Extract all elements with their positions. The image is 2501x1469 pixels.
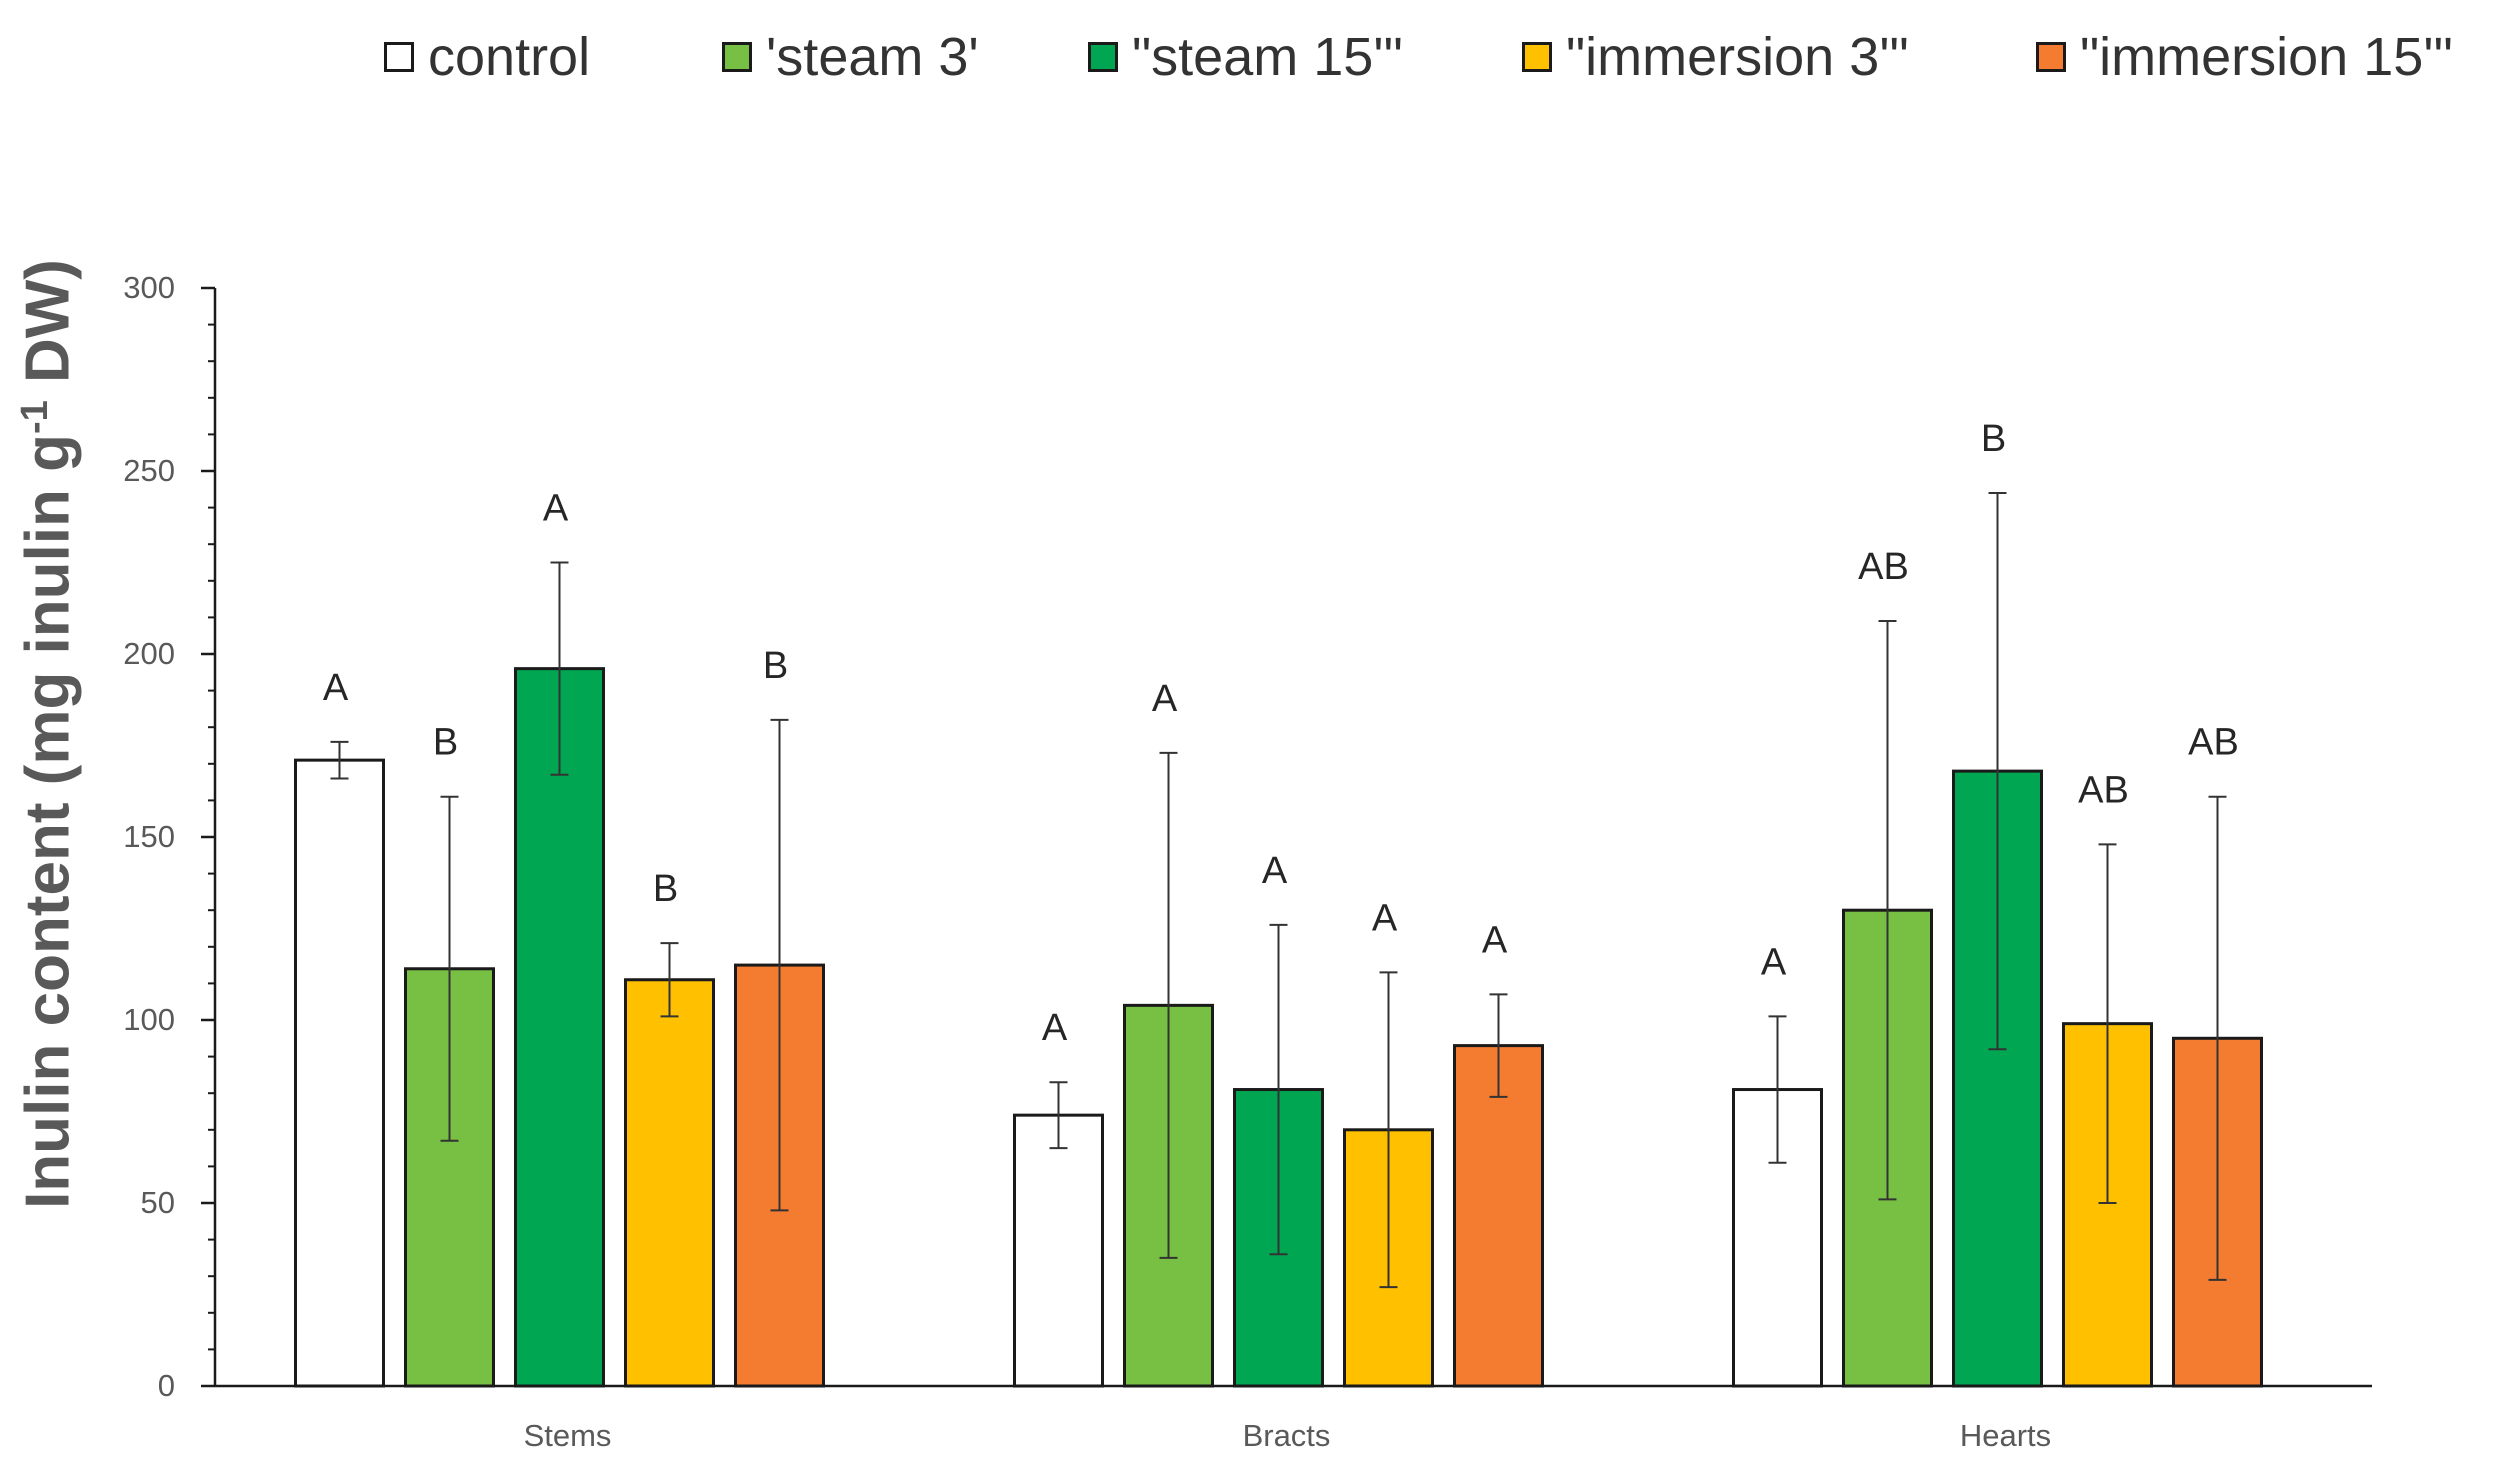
y-tick-label: 150 bbox=[123, 819, 175, 854]
legend-swatch-control bbox=[384, 42, 414, 72]
legend-swatch-steam-15 bbox=[1088, 42, 1118, 72]
legend-label-immersion-15: "immersion 15'" bbox=[2080, 27, 2453, 87]
y-tick-label: 0 bbox=[158, 1368, 175, 1403]
bar bbox=[624, 978, 715, 1388]
x-tick-label: Bracts bbox=[1243, 1418, 1331, 1453]
y-tick-label: 300 bbox=[123, 270, 175, 305]
legend-swatch-steam-3 bbox=[722, 42, 752, 72]
bar bbox=[1453, 1044, 1544, 1388]
chart-legend: control 'steam 3' "steam 15'" "immersion… bbox=[0, 0, 2501, 130]
y-tick-label: 200 bbox=[123, 636, 175, 671]
legend-swatch-immersion-15 bbox=[2036, 42, 2066, 72]
legend-label-steam-3: 'steam 3' bbox=[766, 27, 979, 87]
legend-label-control: control bbox=[428, 27, 591, 87]
significance-letter: A bbox=[1262, 850, 1288, 892]
significance-letter: A bbox=[1042, 1007, 1068, 1049]
significance-letter: A bbox=[1482, 919, 1508, 961]
y-tick-label: 50 bbox=[141, 1185, 175, 1220]
significance-letter: B bbox=[653, 868, 678, 910]
significance-letter: B bbox=[1981, 418, 2006, 460]
legend-item-steam-15: "steam 15'" bbox=[1088, 22, 1403, 92]
significance-letter: B bbox=[433, 722, 458, 764]
bar bbox=[1013, 1113, 1104, 1388]
x-tick-label: Stems bbox=[524, 1418, 612, 1453]
x-tick-label: Hearts bbox=[1960, 1418, 2051, 1453]
legend-item-immersion-3: "immersion 3'" bbox=[1522, 22, 1909, 92]
legend-item-control: control bbox=[384, 22, 590, 92]
legend-swatch-immersion-3 bbox=[1522, 42, 1552, 72]
legend-item-steam-3: 'steam 3' bbox=[722, 22, 979, 92]
significance-letter: AB bbox=[2078, 769, 2129, 811]
legend-label-immersion-3: "immersion 3'" bbox=[1566, 27, 1909, 87]
significance-letter: A bbox=[543, 488, 569, 530]
legend-label-steam-15: "steam 15'" bbox=[1132, 27, 1403, 87]
y-tick-label: 100 bbox=[123, 1002, 175, 1037]
significance-letter: AB bbox=[1858, 546, 1909, 588]
significance-letter: A bbox=[1152, 678, 1178, 720]
significance-letter: A bbox=[1761, 941, 1787, 983]
bar bbox=[514, 667, 605, 1388]
y-tick-label: 250 bbox=[123, 453, 175, 488]
significance-letter: A bbox=[1372, 897, 1398, 939]
significance-letter: AB bbox=[2188, 722, 2239, 764]
significance-letter: A bbox=[323, 667, 349, 709]
chart-error-bars bbox=[330, 491, 2227, 1289]
bar bbox=[294, 758, 385, 1388]
significance-letter: B bbox=[763, 645, 788, 687]
legend-item-immersion-15: "immersion 15'" bbox=[2036, 22, 2453, 92]
